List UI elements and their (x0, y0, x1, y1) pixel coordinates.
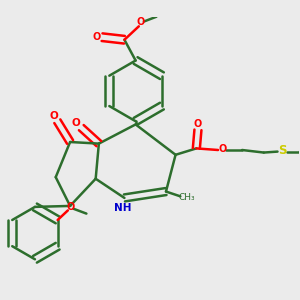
Text: O: O (218, 144, 227, 154)
Text: O: O (92, 32, 100, 41)
Text: O: O (194, 119, 202, 129)
Text: O: O (49, 111, 58, 122)
Text: NH: NH (114, 203, 132, 214)
Text: O: O (136, 17, 145, 28)
Text: O: O (71, 118, 80, 128)
Text: O: O (66, 202, 75, 212)
Text: CH₃: CH₃ (178, 194, 195, 202)
Text: S: S (278, 144, 287, 157)
